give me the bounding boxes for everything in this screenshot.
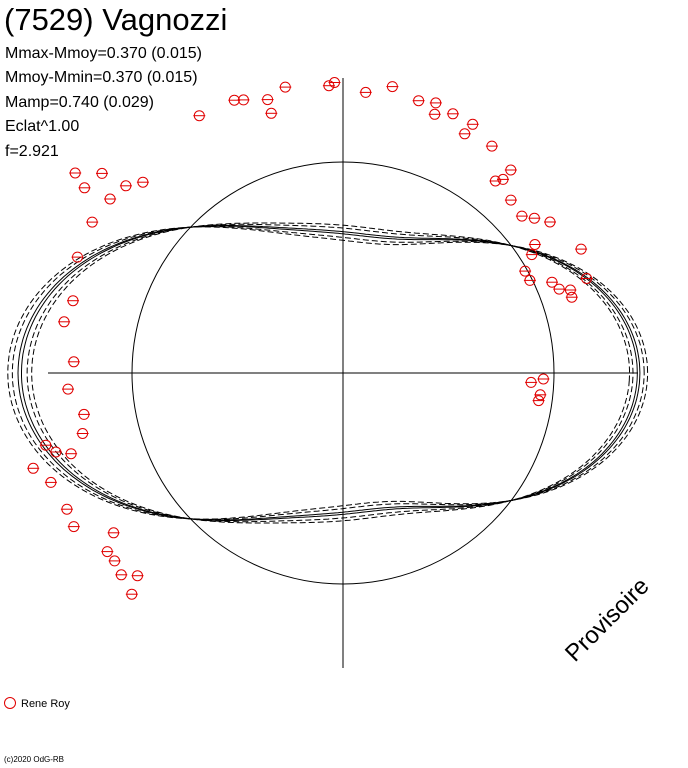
observation-point <box>86 216 99 228</box>
observation-point <box>565 291 578 303</box>
observation-point <box>428 108 441 120</box>
mean-brightness-circle <box>131 161 555 585</box>
observation-point <box>546 276 558 288</box>
observation-point <box>328 77 341 88</box>
observation-point <box>96 167 108 179</box>
observation-point <box>553 283 566 295</box>
model-curve-uncertainty-1 <box>26 223 634 523</box>
observation-point <box>528 212 541 224</box>
observation-point <box>322 80 335 92</box>
observation-point <box>523 274 536 286</box>
observation-point <box>60 503 73 515</box>
observation-point <box>534 389 547 401</box>
info-mean-min: Mmoy-Mmin=0.370 (0.015) <box>5 69 198 86</box>
observation-point <box>65 448 78 460</box>
observation-point <box>458 128 471 140</box>
observation-point <box>564 284 577 296</box>
model-curve-uncertainty-3 <box>31 222 630 524</box>
observation-point <box>108 555 121 567</box>
observation-point <box>131 570 144 582</box>
observation-point <box>261 94 274 106</box>
observation-point <box>101 546 114 558</box>
model-curve-uncertainty-4 <box>7 226 649 520</box>
observation-point <box>497 173 509 185</box>
info-eclat: Eclat^1.00 <box>5 118 80 135</box>
observation-point <box>575 243 588 255</box>
observation-point <box>78 182 91 194</box>
legend-label: Rene Roy <box>21 698 70 710</box>
observation-point <box>115 569 128 581</box>
observation-point <box>67 356 80 368</box>
observation-point <box>544 216 556 228</box>
observation-point <box>71 251 84 263</box>
observation-point <box>519 265 532 277</box>
observation-points <box>27 77 593 600</box>
observation-point <box>525 376 538 388</box>
info-frequency: f=2.921 <box>5 143 59 160</box>
observation-point <box>489 175 502 187</box>
model-curves <box>7 222 649 524</box>
observation-point <box>580 273 593 284</box>
observation-point <box>466 118 479 130</box>
observation-point <box>67 521 80 533</box>
observation-point <box>528 239 541 250</box>
observation-point <box>39 439 52 451</box>
observation-point <box>446 108 459 120</box>
observation-point <box>27 462 40 474</box>
observation-point <box>104 193 117 205</box>
observation-point <box>532 395 545 407</box>
observation-point <box>485 140 498 152</box>
observation-point <box>44 476 57 488</box>
observation-point <box>504 194 517 206</box>
observation-point <box>279 81 292 93</box>
info-max-mean: Mmax-Mmoy=0.370 (0.015) <box>5 45 202 62</box>
model-curve-uncertainty-2 <box>11 226 645 520</box>
observation-point <box>58 316 71 328</box>
legend: Rene Roy <box>4 697 70 711</box>
observation-point <box>193 110 206 122</box>
observation-point <box>76 428 89 439</box>
observation-point <box>136 176 149 188</box>
model-curve-inner <box>21 225 638 521</box>
observation-point <box>412 95 425 107</box>
plot-axes <box>48 78 638 668</box>
observation-point <box>265 107 278 119</box>
observation-point <box>69 167 82 179</box>
info-amplitude: Mamp=0.740 (0.029) <box>5 94 154 111</box>
chart-title: (7529) Vagnozzi <box>4 2 228 37</box>
observation-point <box>504 164 517 176</box>
observation-point <box>119 180 132 192</box>
observation-point <box>67 295 79 307</box>
observation-point <box>107 527 120 539</box>
observation-point <box>359 86 372 98</box>
observation-point <box>429 97 442 109</box>
observation-point <box>78 408 90 420</box>
observation-point <box>525 249 538 261</box>
reference-circle <box>131 161 555 585</box>
observation-point <box>125 588 138 600</box>
observation-point <box>62 383 74 395</box>
observation-point <box>386 81 399 93</box>
copyright-notice: (c)2020 OdG-RB <box>4 755 65 764</box>
observation-point <box>537 373 550 385</box>
observation-point <box>228 94 241 106</box>
observation-point <box>515 210 528 222</box>
legend-marker <box>4 697 16 709</box>
model-curve <box>17 225 641 521</box>
observation-point <box>49 446 62 458</box>
